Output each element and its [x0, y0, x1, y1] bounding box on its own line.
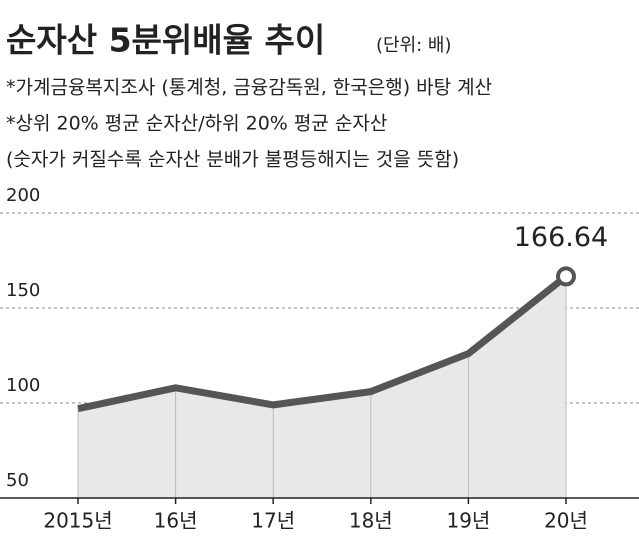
y-tick-label: 200 [6, 185, 40, 206]
y-tick-label: 150 [6, 280, 40, 301]
x-tick-label: 2015년 [43, 509, 112, 533]
x-tick-label: 18년 [349, 509, 393, 533]
line [77, 273, 569, 413]
unit-label: (단위: 배) [376, 35, 452, 56]
note: *가계금융복지조사 (통계청, 금융감독원, 한국은행) 바탕 계산 [6, 77, 492, 99]
data-label: 166.64 [514, 222, 608, 253]
x-tick-label: 16년 [154, 509, 198, 533]
x-tick-label: 19년 [446, 509, 490, 533]
x-tick-label: 17년 [251, 509, 295, 533]
note: *상위 20% 평균 순자산/하위 20% 평균 순자산 [6, 113, 387, 135]
point-marker [556, 266, 576, 287]
chart-title: 순자산 5분위배율 추이 [6, 21, 325, 60]
y-tick-label: 50 [6, 470, 29, 491]
y-tick-label: 100 [6, 375, 40, 396]
area [78, 276, 566, 498]
x-tick-label: 20년 [544, 509, 588, 533]
note: (숫자가 커질수록 순자산 분배가 불평등해지는 것을 뜻함) [6, 149, 459, 171]
